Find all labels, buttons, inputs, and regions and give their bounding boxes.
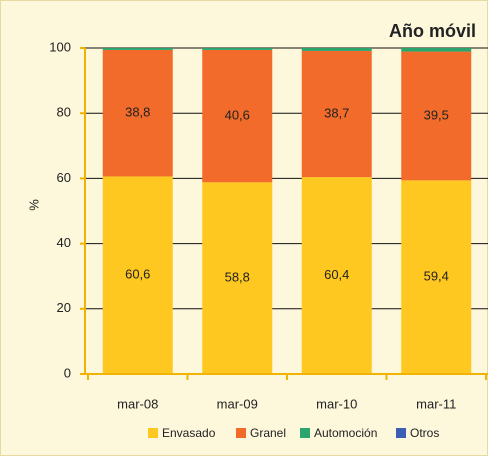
data-label: 38,7 (324, 105, 349, 120)
bar-segment (401, 51, 472, 181)
bar-segment (401, 48, 472, 52)
y-tick-label: 40 (57, 235, 71, 250)
legend-label: Envasado (162, 426, 216, 440)
x-tick-label: mar-11 (416, 396, 456, 411)
y-axis-label: % (26, 199, 41, 211)
legend-label: Granel (250, 426, 286, 440)
data-label: 38,8 (125, 105, 150, 120)
data-label: 60,4 (324, 267, 349, 282)
x-tick-label: mar-09 (217, 396, 258, 411)
legend-swatch (148, 428, 158, 438)
bar-segment (301, 50, 372, 178)
y-tick-label: 20 (57, 300, 71, 315)
bar-segment (202, 49, 273, 183)
bar-segment (102, 176, 173, 374)
legend-swatch (300, 428, 310, 438)
x-tick-label: mar-08 (117, 396, 158, 411)
y-tick-label: 80 (57, 105, 71, 120)
bar-segment (401, 180, 472, 374)
legend-swatch (396, 428, 406, 438)
x-tick-label: mar-10 (316, 396, 357, 411)
bar-segment (102, 48, 173, 50)
bar-segment (301, 48, 372, 51)
data-label: 58,8 (225, 270, 250, 285)
legend-label: Automoción (314, 426, 377, 440)
bar-segment (202, 182, 273, 374)
legend-label: Otros (410, 426, 439, 440)
data-label: 39,5 (424, 107, 449, 122)
data-label: 40,6 (225, 108, 250, 123)
y-tick-label: 60 (57, 170, 71, 185)
bar-segment (301, 177, 372, 374)
chart-title: Año móvil (389, 21, 476, 41)
legend-swatch (236, 428, 246, 438)
y-tick-label: 100 (49, 39, 71, 54)
bar-segment (102, 49, 173, 177)
bar-segment (202, 48, 273, 50)
data-label: 59,4 (424, 269, 449, 284)
data-label: 60,6 (125, 267, 150, 282)
y-tick-label: 0 (64, 365, 71, 380)
